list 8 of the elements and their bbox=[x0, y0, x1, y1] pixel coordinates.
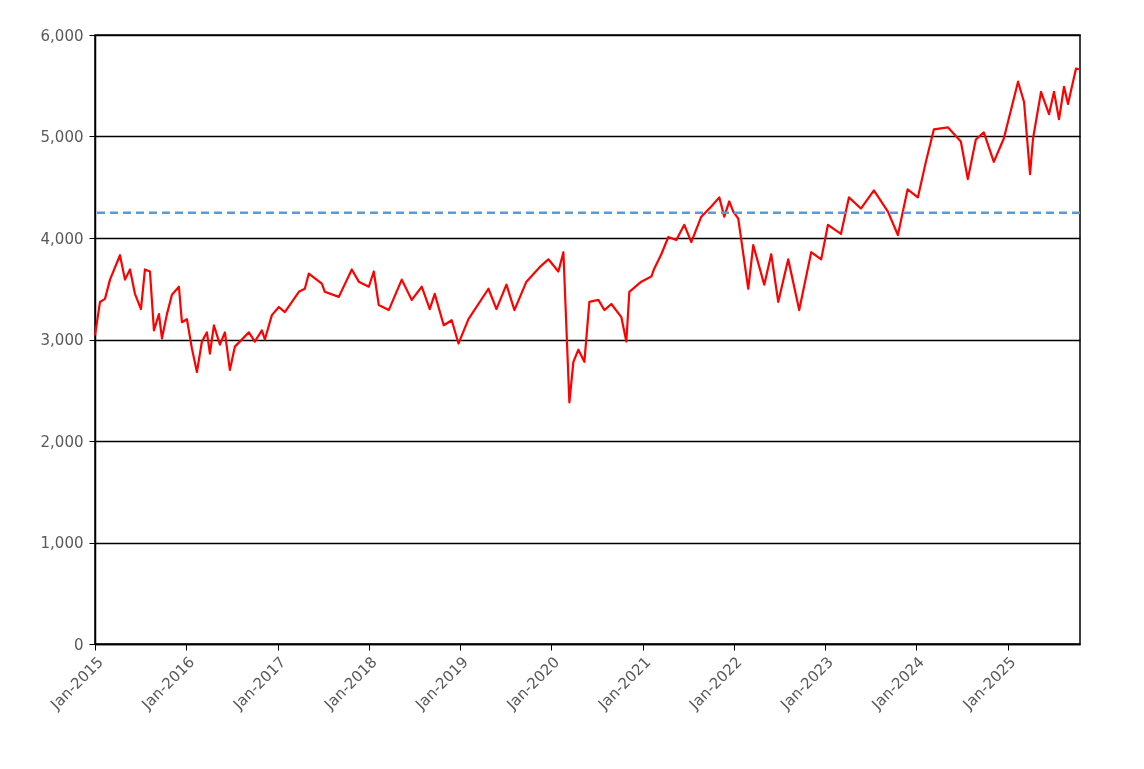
line-series bbox=[93, 67, 1082, 404]
y-tick-label: 2,000 bbox=[40, 432, 84, 451]
y-tick-label: 3,000 bbox=[40, 331, 84, 349]
y-tick-label: 4,000 bbox=[40, 229, 84, 248]
y-tick-label: 0 bbox=[73, 635, 84, 654]
y-tick-label: 6,000 bbox=[40, 26, 84, 45]
y-tick-label: 1,000 bbox=[40, 534, 84, 552]
y-tick-label: 5,000 bbox=[40, 128, 84, 146]
